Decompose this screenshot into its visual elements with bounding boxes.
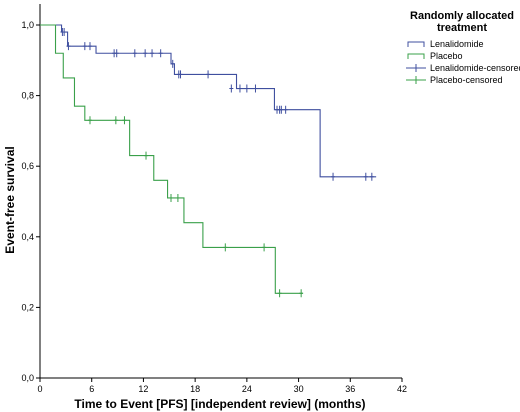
censor-mark-placebo [299,289,304,298]
plot-background [40,4,402,378]
x-tick-label: 24 [242,384,252,394]
censor-mark-lenalidomide [158,49,163,58]
x-tick-label: 30 [294,384,304,394]
legend-label: Lenalidomide [430,39,484,49]
censor-mark-lenalidomide [62,28,67,37]
censor-mark-lenalidomide [170,59,175,68]
legend-swatch-step [407,53,425,59]
series-layer [40,24,377,298]
y-axis-title: Event-free survival [3,146,17,253]
legend-title-line-2: treatment [437,22,487,34]
legend-swatch-plus [406,76,426,84]
censor-mark-lenalidomide [369,172,374,181]
x-tick-label: 6 [89,384,94,394]
censor-mark-lenalidomide [237,84,242,93]
censor-mark-placebo [175,193,180,202]
censor-mark-lenalidomide [331,172,336,181]
y-tick-label: 0,0 [21,373,34,383]
censor-mark-lenalidomide [244,84,249,93]
x-tick-label: 12 [138,384,148,394]
censor-mark-lenalidomide [283,105,288,114]
censor-mark-placebo [113,116,118,125]
censor-mark-lenalidomide [82,42,87,51]
plot-area [40,4,402,378]
axes: 0,0 0,2 0,4 0,6 0,8 1,0 0 6 12 18 24 30 36 42 [21,4,407,394]
x-tick-label: 18 [190,384,200,394]
legend-entries: Lenalidomide Placebo Lenalidomide-censored… [406,39,520,85]
censor-mark-placebo [144,151,149,160]
legend-item-placebo: Placebo [407,51,463,61]
series-placebo [40,24,304,298]
legend-item-placebo-censored: Placebo-censored [406,75,503,85]
x-tick-label: 0 [37,384,42,394]
x-axis-title: Time to Event [PFS] [independent review]… [74,397,365,411]
censor-mark-lenalidomide [150,49,155,58]
series-lenalidomide [40,24,377,181]
y-tick-label: 0,8 [21,91,34,101]
censor-mark-placebo [169,193,174,202]
legend-label: Placebo [430,51,463,61]
x-tick-label: 42 [397,384,407,394]
km-step-line-placebo [40,24,303,294]
censor-mark-lenalidomide [253,84,258,93]
censor-mark-lenalidomide [206,70,211,79]
legend-title-line-1: Randomly allocated [410,10,514,22]
censor-mark-lenalidomide [279,105,284,114]
censor-mark-lenalidomide [229,84,234,93]
censor-mark-lenalidomide [114,49,119,58]
censor-mark-placebo [223,243,228,252]
legend-label: Placebo-censored [430,75,503,85]
censor-mark-lenalidomide [143,49,148,58]
censor-mark-lenalidomide [87,42,92,51]
censor-mark-placebo [277,289,282,298]
censor-mark-lenalidomide [178,70,183,79]
x-tick-label: 36 [345,384,355,394]
legend-swatch-plus [406,64,426,72]
y-tick-label: 0,4 [21,232,34,242]
legend-swatch-step [407,41,425,47]
legend-label: Lenalidomide-censored [430,63,520,73]
legend-item-lenalidomide: Lenalidomide [407,39,484,49]
y-tick-label: 1,0 [21,20,34,30]
legend: Randomly allocated treatment Lenalidomid… [406,10,520,85]
y-tick-label: 0,6 [21,161,34,171]
censor-mark-lenalidomide [363,172,368,181]
censor-mark-placebo [262,243,267,252]
censor-mark-lenalidomide [132,49,137,58]
censor-mark-placebo [122,116,127,125]
y-tick-label: 0,2 [21,302,34,312]
legend-item-lenalidomide-censored: Lenalidomide-censored [406,63,520,73]
censor-mark-lenalidomide [66,42,71,51]
censor-mark-placebo [87,116,92,125]
